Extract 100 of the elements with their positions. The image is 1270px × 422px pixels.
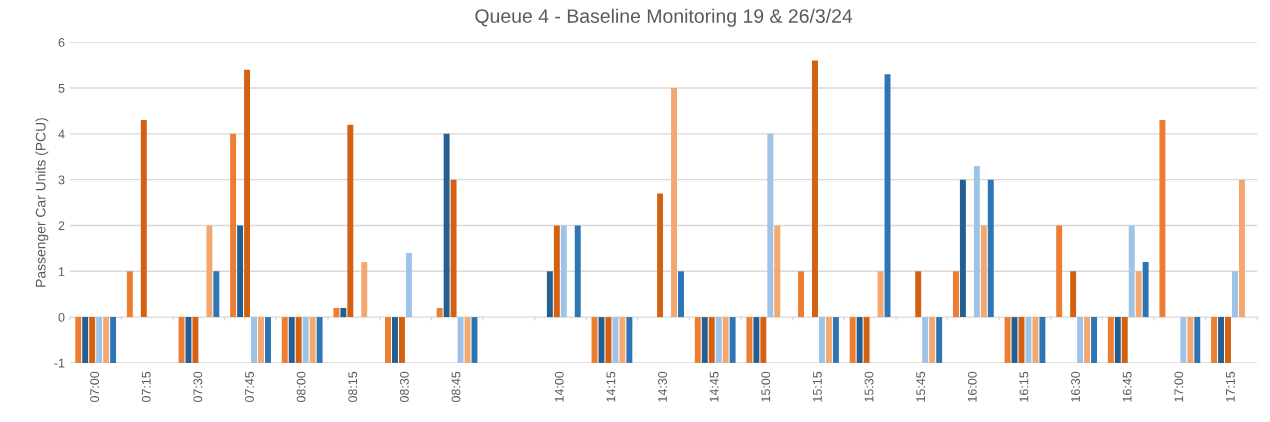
- bar: [1194, 317, 1201, 363]
- bar: [126, 271, 133, 318]
- x-tick-label: 15:30: [864, 371, 874, 402]
- bar: [361, 262, 368, 318]
- bar: [987, 179, 994, 318]
- x-tick-label: 08:00: [296, 371, 306, 403]
- x-tick-label: 16:30: [1071, 371, 1080, 402]
- x-tick-label: 07:00: [90, 371, 100, 403]
- bar: [671, 88, 677, 318]
- x-tick-label: 17:00: [1174, 371, 1184, 402]
- bar: [574, 225, 581, 318]
- bar: [192, 317, 199, 363]
- x-tick-label: 07:15: [141, 371, 151, 403]
- bar: [140, 120, 147, 318]
- bar: [288, 317, 295, 363]
- x-tick-label: 15:15: [813, 371, 822, 402]
- bar: [1077, 317, 1084, 363]
- bar: [863, 317, 870, 363]
- x-tick-label: 16:00: [967, 371, 977, 402]
- bar: [1114, 317, 1121, 363]
- bar: [825, 317, 832, 363]
- bar: [340, 307, 347, 318]
- bar: [457, 317, 464, 363]
- bar: [980, 225, 987, 318]
- y-tick-label: 3: [58, 175, 65, 185]
- bar: [1159, 120, 1166, 318]
- bar: [309, 317, 316, 363]
- bar: [1121, 317, 1128, 363]
- x-tick-label: 07:45: [245, 371, 254, 403]
- bar: [237, 225, 244, 318]
- x-tick-label: 14:00: [554, 371, 564, 402]
- bar: [1187, 317, 1194, 363]
- bar: [1218, 317, 1224, 363]
- bar: [774, 225, 781, 318]
- bar: [450, 179, 457, 318]
- bar: [952, 271, 959, 318]
- bar: [798, 271, 804, 318]
- bar: [302, 317, 309, 363]
- bar: [812, 60, 818, 318]
- y-tick-label: 4: [58, 129, 65, 139]
- x-tick-label: 15:00: [761, 371, 771, 402]
- bar: [89, 317, 96, 363]
- bar: [560, 225, 567, 318]
- bar: [385, 317, 391, 363]
- bar: [1032, 317, 1039, 363]
- x-tick-label: 15:45: [916, 371, 926, 402]
- bar: [1128, 225, 1135, 318]
- bar: [915, 271, 922, 318]
- bar: [265, 317, 271, 363]
- y-axis-title: Passenger Car Units (PCU): [35, 118, 49, 287]
- bar: [1070, 271, 1077, 318]
- bar: [973, 165, 980, 318]
- chart-title: Queue 4 - Baseline Monitoring 19 & 26/3/24: [475, 8, 853, 27]
- bar: [1180, 317, 1187, 363]
- bar: [251, 317, 257, 363]
- bar: [316, 317, 323, 363]
- bar: [553, 225, 560, 318]
- y-tick-label: 2: [58, 221, 65, 230]
- y-tick-label: 1: [58, 267, 65, 276]
- bar: [244, 69, 251, 318]
- y-tick-label: -1: [54, 358, 65, 368]
- bar: [436, 307, 443, 318]
- bar: [347, 124, 354, 318]
- bar: [405, 252, 412, 318]
- bar: [619, 317, 626, 363]
- bar: [1091, 317, 1097, 363]
- bar: [398, 317, 405, 363]
- bar: [729, 317, 736, 363]
- bar: [213, 271, 220, 318]
- y-tick-label: 0: [58, 312, 65, 322]
- bar: [392, 317, 398, 363]
- bar: [281, 317, 288, 363]
- bar: [1056, 225, 1063, 318]
- bar: [856, 317, 863, 363]
- bar: [746, 317, 753, 363]
- bar: [936, 317, 943, 363]
- bar: [96, 317, 103, 363]
- bar: [715, 317, 722, 363]
- bar: [1025, 317, 1032, 363]
- bar: [760, 317, 767, 363]
- bar: [694, 317, 701, 363]
- x-tick-label: 07:30: [193, 371, 203, 403]
- y-tick-label: 5: [58, 83, 65, 93]
- x-tick-label: 14:30: [658, 371, 667, 402]
- bar: [230, 133, 237, 318]
- bar: [922, 317, 929, 363]
- x-tick-label: 08:45: [451, 371, 461, 403]
- x-tick-label: 08:15: [348, 371, 358, 403]
- bar: [185, 317, 192, 363]
- bar: [1135, 271, 1142, 318]
- bar: [258, 317, 264, 363]
- bar: [612, 317, 619, 363]
- bar: [82, 317, 89, 363]
- bar: [959, 179, 966, 318]
- bar: [1142, 262, 1149, 318]
- bar: [767, 133, 774, 318]
- bar: [103, 317, 110, 363]
- bar: [546, 271, 553, 318]
- bar: [753, 317, 760, 363]
- bar: [849, 317, 856, 363]
